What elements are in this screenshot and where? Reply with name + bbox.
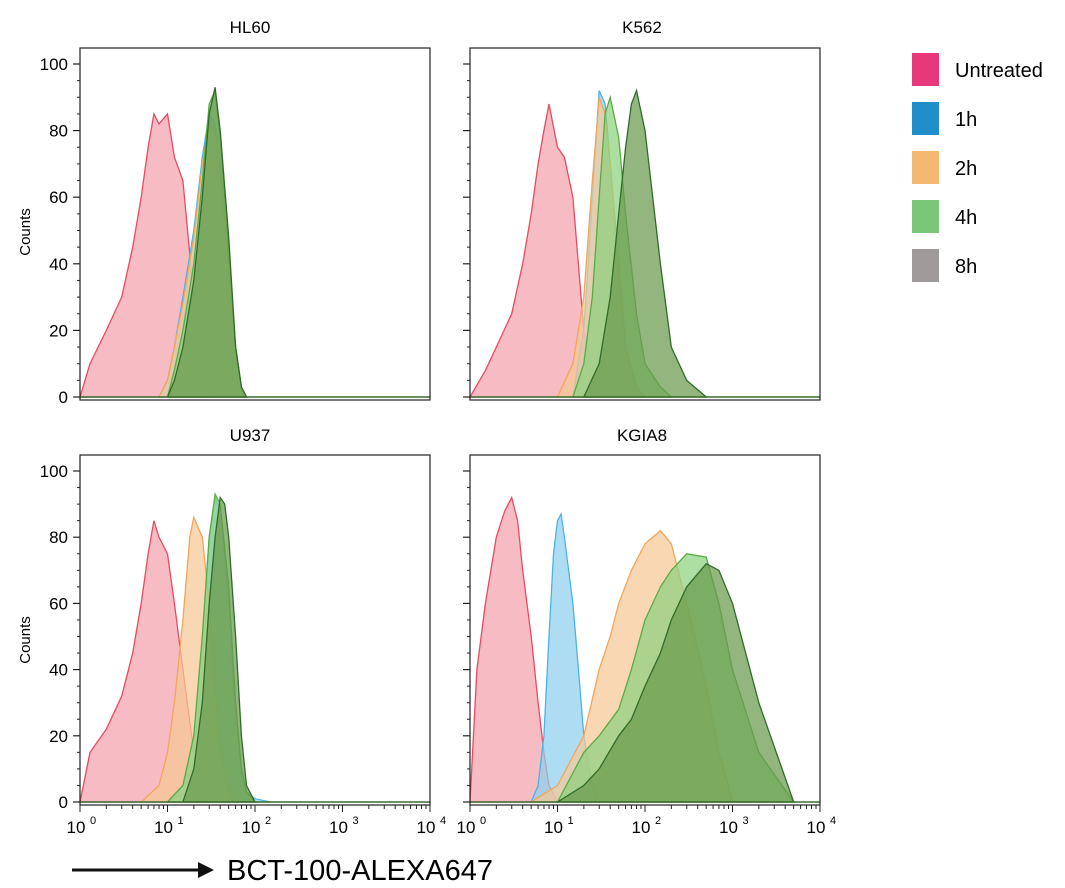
x-tick-exponent: 4 <box>830 815 836 827</box>
plot-area-k562 <box>468 88 820 398</box>
y-tick-label: 80 <box>49 122 68 141</box>
x-tick-label: 10 <box>457 818 476 837</box>
y-tick-label: 0 <box>59 793 68 812</box>
y-tick-label: 100 <box>40 462 68 481</box>
series-8h-u937 <box>182 495 257 803</box>
y-ticks-hl60: 0 20 40 60 80 100 <box>40 55 80 407</box>
panel-title-kgia8: KGIA8 <box>617 426 667 445</box>
x-tick-label: 10 <box>67 818 86 837</box>
plot-area-hl60 <box>79 87 430 398</box>
panel-title-hl60: HL60 <box>230 18 271 37</box>
y-axis-label-bottom: Counts <box>17 616 34 664</box>
legend-label-4h: 4h <box>955 207 977 229</box>
x-axis-caption-group: BCT-100-ALEXA647 <box>72 855 493 887</box>
x-tick-exponent: 4 <box>440 815 446 827</box>
legend-swatch-4h <box>912 200 939 233</box>
y-tick-label: 20 <box>49 321 68 340</box>
legend-swatch-untreated <box>912 53 939 86</box>
x-tick-exponent: 2 <box>265 815 271 827</box>
x-axis-caption: BCT-100-ALEXA647 <box>227 855 493 887</box>
x-tick-label: 10 <box>807 818 826 837</box>
series-8h-kgia8 <box>555 562 795 803</box>
x-tick-label: 10 <box>154 818 173 837</box>
x-tick-label: 10 <box>329 818 348 837</box>
caption-arrow-head <box>198 862 214 878</box>
panel-title-k562: K562 <box>622 18 662 37</box>
legend-label-2h: 2h <box>955 158 977 180</box>
x-tick-label: 10 <box>544 818 563 837</box>
panel-kgia8: KGIA8 10 0 10 1 10 2 10 3 10 4 <box>457 426 837 837</box>
x-ticks-kgia8: 10 0 10 1 10 2 10 3 10 4 <box>457 805 836 837</box>
x-tick-exponent: 3 <box>743 815 749 827</box>
panel-title-u937: U937 <box>230 426 271 445</box>
x-tick-label: 10 <box>719 818 738 837</box>
y-tick-label: 100 <box>40 55 68 74</box>
y-ticks-k562 <box>463 63 470 398</box>
series-8h-k562 <box>582 88 708 398</box>
legend-swatch-8h <box>912 249 939 282</box>
legend-swatch-1h <box>912 102 939 135</box>
y-ticks-u937: 0 20 40 60 80 100 <box>40 462 80 812</box>
x-tick-exponent: 1 <box>568 815 574 827</box>
plot-frame-hl60 <box>79 47 431 401</box>
panel-k562: K562 <box>463 18 821 401</box>
plot-area-u937 <box>79 492 430 803</box>
x-tick-exponent: 2 <box>655 815 661 827</box>
legend-swatch-2h <box>912 151 939 184</box>
y-tick-label: 80 <box>49 528 68 547</box>
x-tick-exponent: 3 <box>353 815 359 827</box>
y-tick-label: 60 <box>49 594 68 613</box>
x-tick-label: 10 <box>632 818 651 837</box>
panel-hl60: HL60 0 20 40 60 80 100 <box>40 18 431 407</box>
y-tick-label: 40 <box>49 661 68 680</box>
legend-label-1h: 1h <box>955 109 977 131</box>
y-tick-label: 0 <box>59 388 68 407</box>
y-axis-label-top: Counts <box>17 208 34 256</box>
plot-area-kgia8 <box>469 495 820 803</box>
legend-label-8h: 8h <box>955 256 977 278</box>
legend-label-untreated: Untreated <box>955 60 1043 82</box>
y-tick-label: 60 <box>49 188 68 207</box>
legend: Untreated 1h 2h 4h 8h <box>912 53 1043 282</box>
series-8h-hl60 <box>166 87 248 398</box>
x-ticks-u937: 10 0 10 1 10 2 10 3 10 4 <box>67 805 446 837</box>
x-tick-exponent: 0 <box>90 815 96 827</box>
x-tick-label: 10 <box>242 818 261 837</box>
y-ticks-kgia8 <box>463 470 470 803</box>
plot-frame-k562 <box>469 47 821 401</box>
x-tick-exponent: 1 <box>178 815 184 827</box>
y-tick-label: 40 <box>49 255 68 274</box>
y-tick-label: 20 <box>49 727 68 746</box>
x-tick-exponent: 0 <box>480 815 486 827</box>
x-tick-label: 10 <box>417 818 436 837</box>
